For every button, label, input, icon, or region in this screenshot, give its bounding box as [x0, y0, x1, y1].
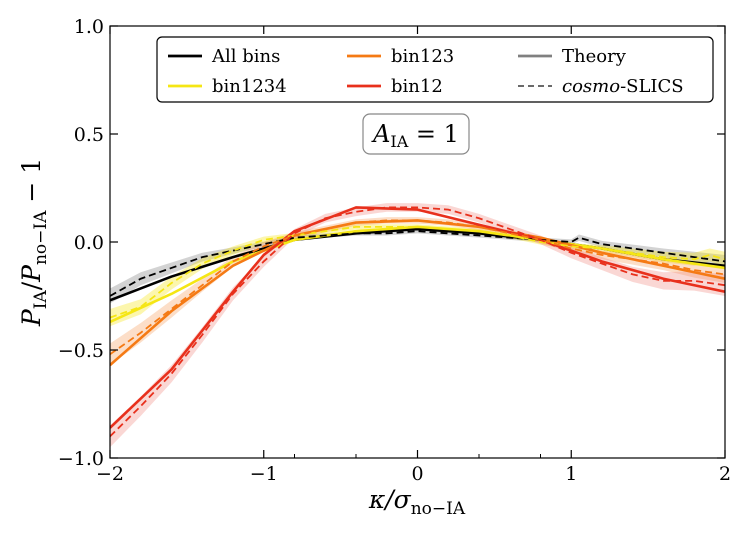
legend-label-all-bins: All bins — [211, 46, 280, 67]
uncertainty-bands — [110, 203, 725, 448]
annotation-value: = 1 — [408, 120, 459, 148]
legend-label-theory: Theory — [562, 46, 627, 67]
cosmo-slics-line-all-bins — [110, 230, 725, 297]
cosmo-slics-line-bin1234 — [110, 225, 725, 319]
legend-label-bin12: bin12 — [391, 76, 443, 97]
y-tick-label: −0.5 — [58, 340, 104, 362]
x-axis-label: κ/σno−IA — [368, 485, 466, 519]
annotation-box: AIA = 1 — [362, 113, 470, 155]
x-tick-label: −1 — [250, 463, 278, 485]
svg-text:AIA = 1: AIA = 1 — [371, 120, 459, 151]
band-bin123 — [110, 217, 725, 366]
theory-line-bin1234 — [110, 225, 725, 324]
y-tick-label: 0.0 — [74, 232, 104, 254]
annotation-subscript: IA — [390, 132, 408, 151]
y-tick-label: 1.0 — [74, 16, 104, 38]
legend-label-bin123: bin123 — [391, 46, 454, 67]
y-tick-label: 0.5 — [74, 124, 104, 146]
x-tick-label: 1 — [565, 463, 577, 485]
legend: All bins bin1234 bin123 bin12 Theory cosmo-SL… — [156, 36, 714, 103]
x-tick-label: −2 — [96, 463, 124, 485]
theory-line-bin12 — [110, 206, 725, 429]
cosmo-slics-line-bin123 — [110, 219, 725, 356]
axis-ticks — [109, 25, 726, 459]
y-axis-label: PIA/Pno−IA − 1 — [17, 158, 51, 327]
x-tick-label: 0 — [411, 463, 423, 485]
theory-lines — [110, 206, 725, 429]
x-tick-label: 2 — [719, 463, 731, 485]
annotation-symbol: A — [371, 120, 390, 148]
axis-tick-labels: −2 −1 0 1 2 −1.0 −0.5 0.0 0.5 1.0 — [58, 16, 731, 485]
band-bin12 — [110, 203, 725, 448]
legend-label-cosmo-slics: cosmo-SLICS — [562, 76, 684, 97]
legend-label-bin1234: bin1234 — [212, 76, 287, 97]
theory-line-bin123 — [110, 219, 725, 367]
cosmo-slics-line-bin12 — [110, 206, 725, 438]
cosmo-slics-lines — [110, 206, 725, 438]
y-tick-label: −1.0 — [58, 448, 104, 470]
